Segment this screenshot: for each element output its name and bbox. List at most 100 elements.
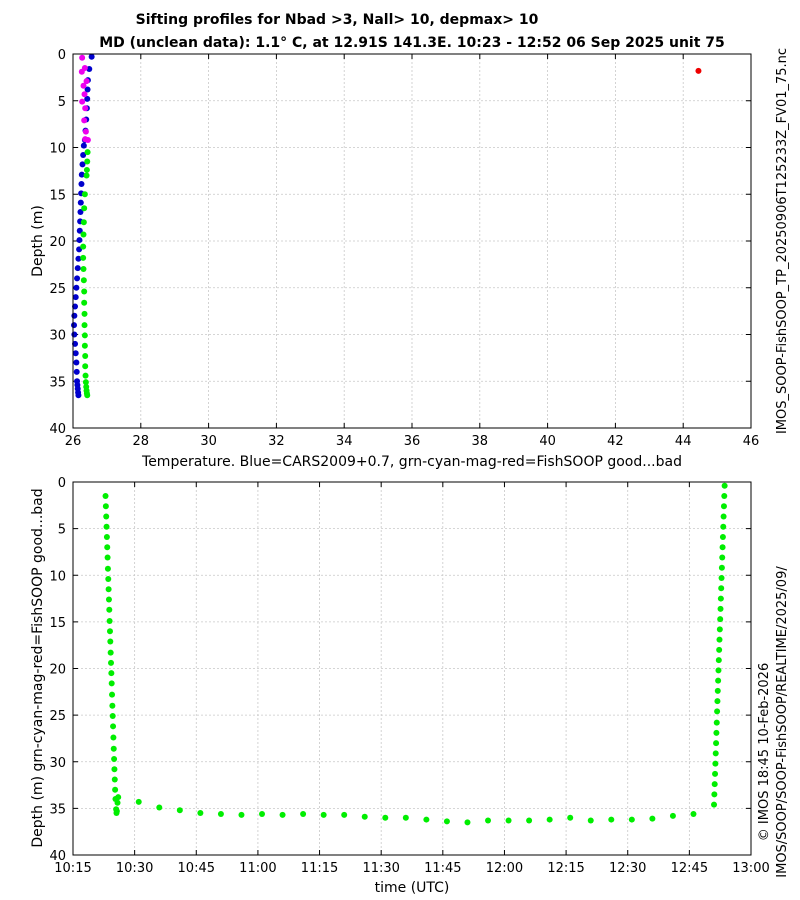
top-plot-frame	[72, 53, 752, 429]
top-data-point-cars	[84, 95, 91, 102]
bottom-data-point-good	[279, 811, 286, 818]
bottom-data-point-good	[114, 799, 121, 806]
bottom-data-point-good	[505, 817, 512, 824]
bottom-data-point-good	[102, 492, 109, 499]
bottom-data-point-good	[103, 523, 110, 530]
bottom-data-point-good	[719, 534, 726, 541]
top-y-tick-label: 15	[49, 188, 66, 203]
bottom-data-point-good	[361, 813, 368, 820]
top-chart-xlabel: Temperature. Blue=CARS2009+0.7, grn-cyan…	[141, 454, 682, 470]
bottom-data-point-good	[715, 667, 722, 674]
bottom-data-point-good	[718, 564, 725, 571]
bottom-data-point-good	[608, 816, 615, 823]
top-data-point-good	[80, 266, 87, 273]
top-data-point-good	[81, 332, 88, 339]
top-data-point-good	[82, 372, 89, 379]
top-data-point-good	[84, 158, 91, 165]
bottom-data-point-good	[715, 677, 722, 684]
top-data-point-good	[82, 353, 89, 360]
bottom-data-point-good	[526, 817, 533, 824]
bottom-data-point-good	[300, 810, 307, 817]
bottom-x-tick-label: 11:00	[239, 861, 276, 876]
top-data-point-good	[82, 379, 89, 386]
bottom-x-tick-label: 11:30	[362, 861, 399, 876]
copyright-label: © IMOS 18:45 10-Feb-2026	[757, 663, 772, 841]
bottom-data-point-good	[443, 818, 450, 825]
top-data-point-good	[84, 149, 91, 156]
top-data-point-cars	[75, 392, 82, 399]
file-name-label: IMOS_SOOP-FishSOOP_TP_20250906T125233Z_F…	[775, 48, 790, 434]
bottom-data-point-good	[721, 492, 728, 499]
bottom-y-tick-label: 30	[49, 756, 66, 771]
bottom-data-point-good	[711, 781, 718, 788]
bottom-data-point-good	[197, 810, 204, 817]
top-data-point-good	[81, 310, 88, 317]
bottom-y-tick-label: 0	[58, 476, 66, 491]
bottom-data-point-good	[109, 702, 116, 709]
top-x-tick-label: 30	[200, 434, 217, 449]
top-y-tick-label: 20	[49, 235, 66, 250]
bottom-data-point-good	[217, 810, 224, 817]
bottom-y-tick-label: 5	[58, 523, 66, 538]
top-y-tick-label: 0	[58, 48, 66, 63]
bottom-x-tick-label: 12:00	[486, 861, 523, 876]
bottom-data-point-good	[110, 723, 117, 730]
top-data-point-good	[83, 166, 90, 173]
bottom-data-point-good	[105, 596, 112, 603]
bottom-data-point-good	[713, 719, 720, 726]
bottom-plot-frame	[72, 481, 752, 856]
bottom-data-point-good	[108, 659, 115, 666]
bottom-data-point-good	[720, 513, 727, 520]
top-data-point-cars	[77, 199, 84, 206]
top-x-tick-label: 46	[743, 434, 760, 449]
bottom-data-point-good	[628, 816, 635, 823]
bottom-data-point-good	[717, 616, 724, 623]
top-data-point-magenta	[80, 82, 87, 89]
bottom-data-point-good	[104, 544, 111, 551]
bottom-data-point-good	[713, 740, 720, 747]
top-data-point-cars	[78, 180, 85, 187]
bottom-data-point-good	[716, 646, 723, 653]
bottom-data-point-good	[716, 636, 723, 643]
top-data-point-magenta	[79, 98, 86, 105]
bottom-data-point-good	[112, 786, 119, 793]
top-data-point-good	[80, 219, 87, 226]
bottom-data-point-good	[719, 554, 726, 561]
bottom-data-point-good	[714, 687, 721, 694]
top-y-tick-label: 25	[49, 282, 66, 297]
bottom-x-tick-label: 10:15	[54, 861, 91, 876]
bottom-y-tick-label: 35	[49, 802, 66, 817]
bottom-data-point-good	[156, 804, 163, 811]
bottom-data-point-good	[587, 817, 594, 824]
top-x-tick-label: 28	[133, 434, 150, 449]
bottom-data-point-good	[718, 575, 725, 582]
top-data-point-good	[80, 243, 87, 250]
bottom-chart-ylabel: Depth (m) grn-cyan-mag-red=FishSOOP good…	[30, 488, 46, 847]
bottom-data-point-good	[713, 729, 720, 736]
bottom-x-tick-label: 10:45	[178, 861, 215, 876]
bottom-data-point-good	[721, 482, 728, 489]
bottom-data-point-good	[716, 626, 723, 633]
bottom-data-point-good	[103, 513, 110, 520]
top-plot-area: 26 28 30 32 34 36 38 40 42 44 46 0 5 10 15 20 25 30 35 40	[49, 48, 759, 449]
top-data-point-good	[81, 342, 88, 349]
bottom-data-point-good	[109, 713, 116, 720]
bottom-x-tick-label: 11:15	[301, 861, 338, 876]
bottom-data-point-good	[111, 776, 118, 783]
bottom-data-point-good	[320, 811, 327, 818]
top-x-tick-label: 32	[268, 434, 285, 449]
bottom-data-point-good	[110, 734, 117, 741]
top-data-point-cars	[88, 53, 95, 60]
bottom-data-point-good	[108, 680, 115, 687]
top-data-point-cars	[72, 294, 79, 301]
bottom-data-point-good	[690, 810, 697, 817]
bottom-data-point-good	[135, 798, 142, 805]
top-data-point-magenta	[81, 91, 88, 98]
bottom-data-point-good	[109, 691, 116, 698]
bottom-data-point-good	[712, 760, 719, 767]
top-data-point-good	[81, 288, 88, 295]
top-data-point-cars	[73, 368, 80, 375]
top-data-point-good	[81, 191, 88, 198]
top-data-point-cars	[78, 171, 85, 178]
top-data-point-good	[82, 363, 89, 370]
